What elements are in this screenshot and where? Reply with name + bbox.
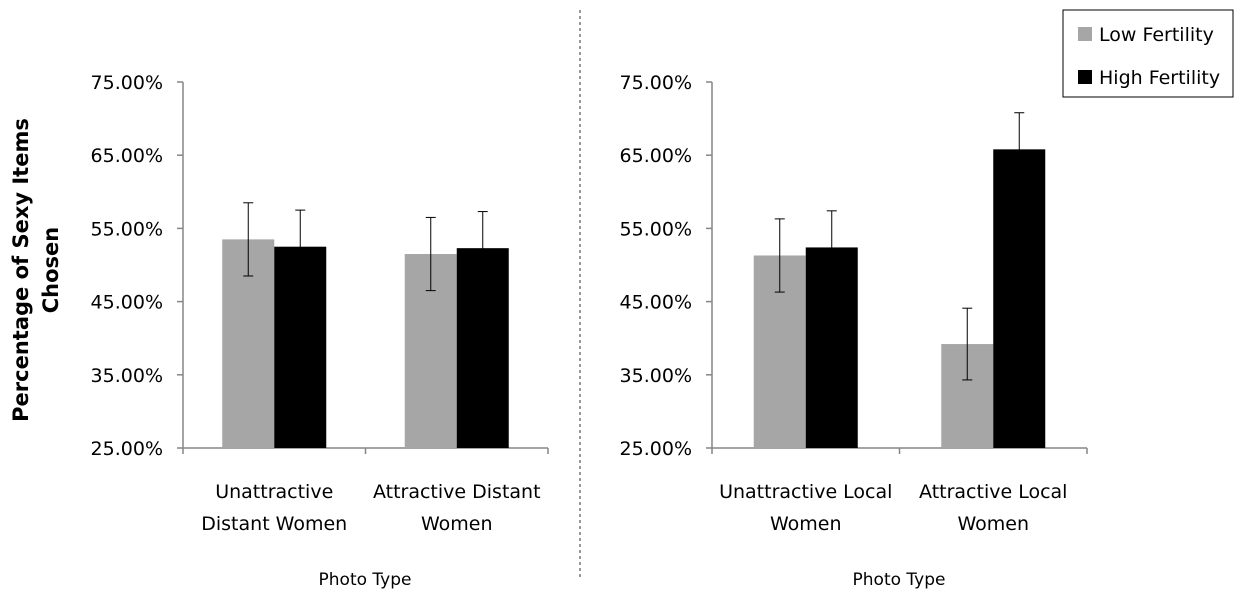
legend-label-high: High Fertility	[1099, 67, 1220, 89]
y-tick-label: 75.00%	[620, 72, 692, 94]
category-label: Women	[770, 513, 842, 535]
y-axis-label-line-2: Chosen	[39, 227, 63, 313]
y-tick-label: 45.00%	[620, 292, 692, 314]
bar-high-fertility	[993, 149, 1046, 448]
legend: Low Fertility High Fertility	[1062, 9, 1234, 98]
y-tick-label: 55.00%	[91, 218, 163, 240]
y-tick-label: 35.00%	[91, 365, 163, 387]
x-axis-label: Photo Type	[853, 570, 946, 590]
y-axis-label: Percentage of Sexy Items Chosen	[9, 118, 63, 422]
category-label: Distant Women	[201, 513, 347, 535]
y-tick-label: 35.00%	[620, 365, 692, 387]
legend-swatch-high	[1078, 70, 1092, 84]
x-axis-label: Photo Type	[319, 570, 412, 590]
y-tick-label: 55.00%	[620, 218, 692, 240]
legend-label-low: Low Fertility	[1099, 24, 1214, 46]
chart-panel-local: 25.00% 35.00% 45.00% 55.00% 65.00% 75.00% Unat…	[620, 72, 1088, 590]
category-label: Unattractive Local	[719, 481, 892, 503]
category-label: Women	[957, 513, 1029, 535]
category-label: Attractive Local	[919, 481, 1067, 503]
y-axis-label-line-1: Percentage of Sexy Items	[9, 118, 33, 422]
y-tick-label: 45.00%	[91, 292, 163, 314]
y-tick-label: 75.00%	[91, 72, 163, 94]
y-tick-label: 65.00%	[620, 145, 692, 167]
legend-swatch-low	[1078, 27, 1092, 41]
y-tick-label: 65.00%	[91, 145, 163, 167]
chart-panel-distant: 25.00% 35.00% 45.00% 55.00% 65.00% 75.00% Unat…	[91, 72, 549, 590]
category-label: Attractive Distant	[373, 481, 541, 503]
category-label: Unattractive	[215, 481, 333, 503]
category-label: Women	[421, 513, 493, 535]
y-tick-label: 25.00%	[91, 438, 163, 460]
y-tick-label: 25.00%	[620, 438, 692, 460]
